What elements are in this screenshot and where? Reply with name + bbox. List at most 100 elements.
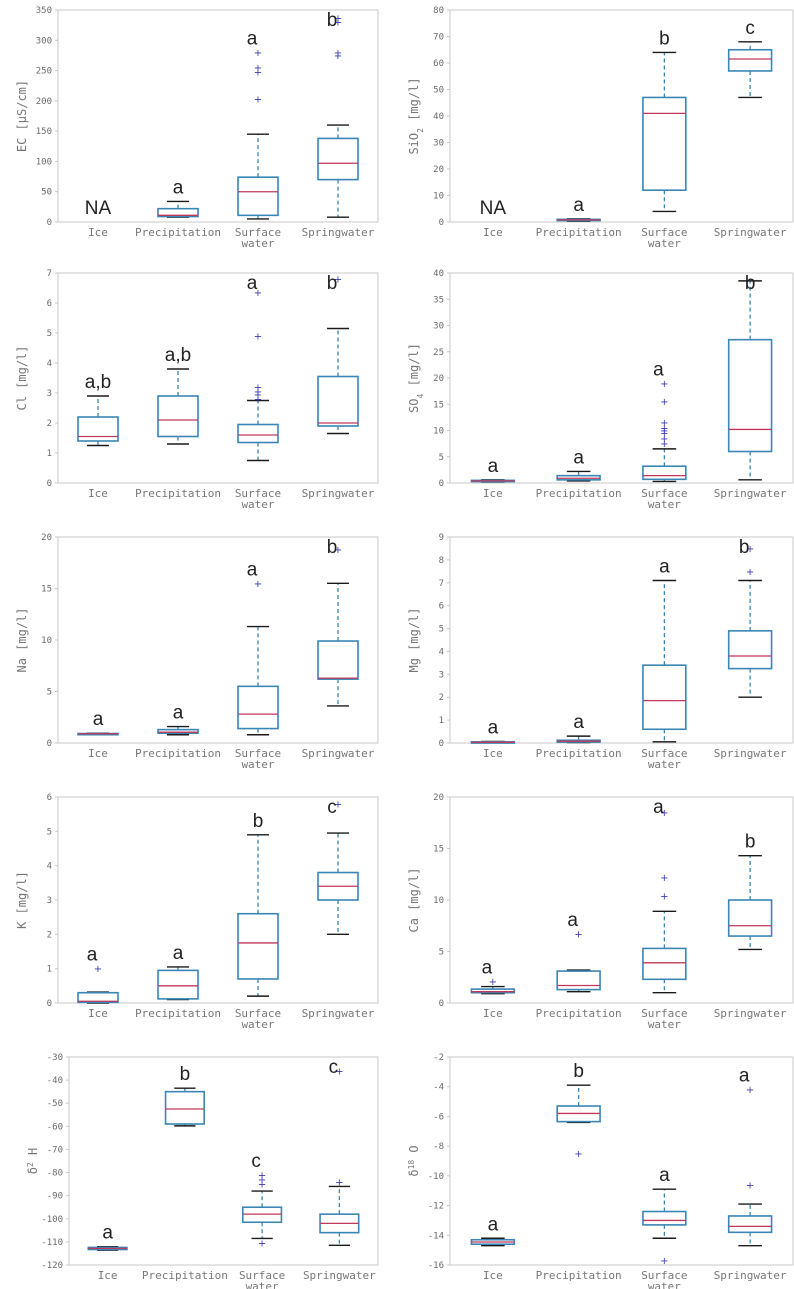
- y-tick-label: 4: [47, 359, 52, 369]
- x-tick-label: water: [648, 1018, 681, 1031]
- x-tick-label: Springwater: [303, 1269, 376, 1282]
- x-tick-label: Surface: [641, 487, 687, 500]
- x-tick-label: Springwater: [714, 487, 787, 500]
- x-tick-label: Springwater: [714, 1269, 787, 1282]
- x-tick-label: water: [648, 498, 681, 511]
- outlier-point: +: [660, 379, 668, 390]
- outlier-point: +: [334, 48, 342, 59]
- outlier-point: +: [258, 1180, 266, 1191]
- y-tick-label: 5: [47, 329, 52, 339]
- outlier-point: +: [574, 1149, 582, 1160]
- significance-letter: a: [247, 273, 258, 294]
- outlier-point: +: [660, 1256, 668, 1267]
- x-tick-label: Precipitation: [135, 226, 221, 239]
- box: [157, 395, 199, 438]
- y-tick-label: -70: [47, 1145, 63, 1155]
- significance-letter: b: [745, 273, 756, 294]
- significance-letter: a: [573, 447, 584, 468]
- outlier-point: +: [660, 873, 668, 884]
- y-tick-label: 80: [433, 6, 444, 16]
- outlier-point: +: [254, 579, 262, 590]
- outlier-point: +: [334, 799, 342, 810]
- y-tick-label: 30: [433, 322, 444, 332]
- significance-letter: a,b: [85, 372, 111, 393]
- significance-letter: c: [327, 797, 337, 818]
- y-tick-label: 10: [433, 192, 444, 202]
- significance-letter: a: [87, 945, 98, 966]
- y-tick-label: -80: [47, 1169, 63, 1179]
- y-tick-label: 3: [47, 896, 52, 906]
- outlier-point: +: [334, 51, 342, 62]
- y-tick-label: 10: [433, 896, 444, 906]
- x-tick-label: Surface: [239, 1269, 285, 1282]
- y-tick-label: 20: [433, 165, 444, 175]
- y-tick-label: 3: [47, 389, 52, 399]
- y-tick-label: 7: [439, 579, 444, 589]
- significance-letter: a: [173, 943, 184, 964]
- y-tick-label: 3: [439, 670, 444, 680]
- x-tick-label: Ice: [88, 747, 108, 760]
- outlier-point: +: [258, 1175, 266, 1186]
- y-tick-label: 20: [433, 374, 444, 384]
- x-tick-label: Surface: [641, 1007, 687, 1020]
- x-tick-label: Precipitation: [536, 226, 622, 239]
- outlier-point: +: [660, 397, 668, 408]
- outlier-point: +: [746, 567, 754, 578]
- y-tick-label: 1: [47, 965, 52, 975]
- significance-letter: b: [253, 811, 264, 832]
- y-tick-label: -40: [47, 1076, 63, 1086]
- significance-letter: a: [653, 359, 664, 380]
- significance-letter: a: [567, 910, 578, 931]
- y-tick-label: -2: [433, 1053, 444, 1063]
- outlier-point: +: [94, 964, 102, 975]
- box: [157, 969, 199, 1000]
- x-tick-label: Surface: [235, 747, 281, 760]
- x-tick-label: Springwater: [302, 487, 375, 500]
- x-tick-label: Surface: [641, 226, 687, 239]
- significance-letter: b: [573, 1061, 584, 1082]
- y-tick-label: -12: [428, 1202, 444, 1212]
- box: [727, 630, 773, 670]
- x-tick-label: Precipitation: [536, 1007, 622, 1020]
- x-tick-label: water: [241, 237, 274, 250]
- x-tick-label: Precipitation: [135, 747, 221, 760]
- y-tick-label: 6: [47, 793, 52, 803]
- y-tick-label: 100: [36, 157, 52, 167]
- outlier-point: +: [254, 383, 262, 394]
- y-tick-label: 4: [439, 647, 444, 657]
- outlier-point: +: [334, 545, 342, 556]
- x-tick-label: water: [241, 758, 274, 771]
- outlier-point: +: [746, 544, 754, 555]
- significance-letter: b: [180, 1064, 191, 1085]
- significance-letter: NA: [480, 198, 507, 219]
- y-tick-label: 15: [433, 400, 444, 410]
- x-tick-label: Ice: [98, 1269, 118, 1282]
- y-tick-label: 0: [439, 218, 444, 228]
- y-tick-label: 1: [439, 716, 444, 726]
- y-tick-label: 1: [47, 449, 52, 459]
- y-tick-label: -50: [47, 1099, 63, 1109]
- plot-frame: [449, 536, 794, 744]
- outlier-point: +: [334, 13, 342, 24]
- significance-letter: a: [247, 28, 258, 49]
- outlier-point: +: [258, 1239, 266, 1250]
- y-axis-label: EC [µS/cm]: [15, 80, 29, 152]
- x-tick-label: Ice: [483, 1269, 503, 1282]
- x-tick-label: Precipitation: [142, 1269, 228, 1282]
- x-tick-label: Ice: [483, 226, 503, 239]
- outlier-point: +: [254, 63, 262, 74]
- y-axis-label: Cl [mg/l]: [15, 345, 29, 410]
- y-tick-label: 9: [439, 533, 444, 543]
- y-tick-label: -14: [428, 1231, 444, 1241]
- outlier-point: +: [258, 1170, 266, 1181]
- y-tick-label: 15: [41, 585, 52, 595]
- significance-letter: a: [488, 456, 499, 477]
- y-tick-label: 5: [47, 827, 52, 837]
- y-tick-label: 6: [439, 602, 444, 612]
- outlier-point: +: [660, 429, 668, 440]
- y-tick-label: 0: [439, 739, 444, 749]
- significance-letter: a: [173, 703, 184, 724]
- x-tick-label: water: [241, 498, 274, 511]
- y-tick-label: 2: [439, 693, 444, 703]
- y-tick-label: -120: [41, 1261, 63, 1271]
